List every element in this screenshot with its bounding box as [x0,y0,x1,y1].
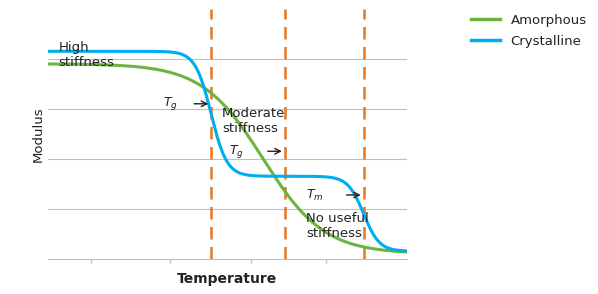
Text: $T_g$: $T_g$ [163,95,178,112]
Text: No useful
stiffness: No useful stiffness [306,212,369,240]
Text: High
stiffness: High stiffness [59,41,114,69]
X-axis label: Temperature: Temperature [177,272,277,286]
Legend: Amorphous, Crystalline: Amorphous, Crystalline [466,9,592,53]
Y-axis label: Modulus: Modulus [32,106,45,162]
Text: Moderate
stiffness: Moderate stiffness [222,107,285,135]
Text: $T_g$: $T_g$ [229,143,244,160]
Text: $T_m$: $T_m$ [306,188,324,203]
